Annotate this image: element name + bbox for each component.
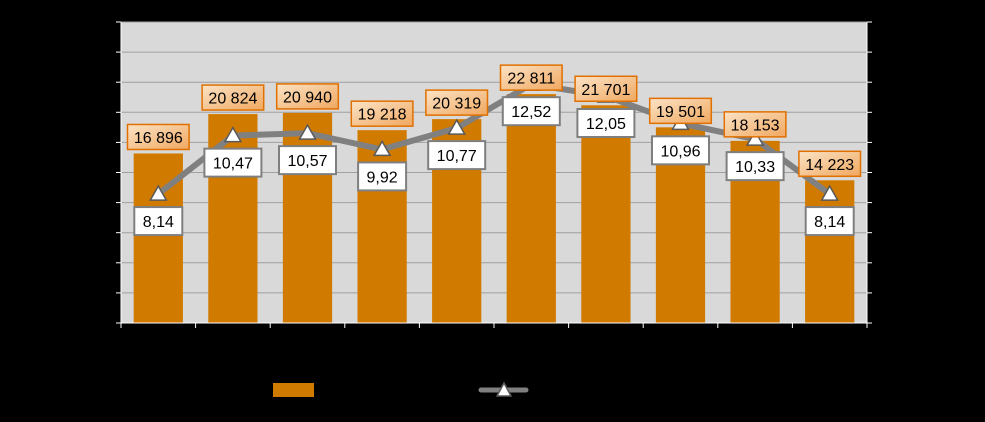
line-data-label: 12,05 <box>586 116 626 133</box>
line-marker <box>298 123 317 140</box>
line-data-label: 10,57 <box>287 153 327 170</box>
bar-label-box <box>425 89 489 116</box>
bar-label-box <box>275 83 340 110</box>
line-label-box <box>357 161 408 192</box>
line-data-label: 10,77 <box>437 148 477 165</box>
bar-data-label: 20 940 <box>283 89 332 106</box>
bar-data-label: 20 824 <box>208 91 257 108</box>
bar-label-box <box>723 111 787 138</box>
series-line <box>155 81 833 198</box>
bar-label-box <box>499 64 563 91</box>
line-label-box <box>651 135 710 166</box>
bar <box>805 180 855 323</box>
bar-label-box <box>201 84 265 111</box>
line-marker <box>745 129 765 146</box>
line-data-label: 8,14 <box>814 214 845 231</box>
bar-data-labels: 16 896 20 824 20 940 19 218 20 319 22 811 21 7… <box>126 64 862 178</box>
line-label-box <box>278 145 337 176</box>
bar-data-label: 14 223 <box>805 157 854 174</box>
legend-triangle-marker <box>495 381 513 397</box>
line-marker <box>372 139 392 157</box>
line-marker <box>820 184 839 201</box>
bar-data-label: 19 501 <box>656 104 705 121</box>
line-label-box <box>427 140 487 171</box>
line-data-label: 12,52 <box>511 104 551 121</box>
line-data-labels: 8,14 10,47 10,57 9,92 10,77 12,52 12,05 10,96 10… <box>133 96 855 237</box>
bar-data-label: 21 701 <box>581 82 630 99</box>
line-data-label: 10,33 <box>735 159 775 176</box>
bar-series <box>133 94 855 324</box>
bar-label-box <box>798 150 862 178</box>
bar-data-label: 16 896 <box>134 130 183 147</box>
bar-data-label: 20 319 <box>432 96 481 113</box>
line-label-box <box>203 147 263 178</box>
bar <box>357 130 407 323</box>
bar-data-label: 19 218 <box>358 107 407 124</box>
bar-label-box <box>350 100 414 127</box>
line-data-label: 10,47 <box>213 156 253 173</box>
line-marker <box>149 184 168 201</box>
line-label-box <box>576 107 636 138</box>
line-marker <box>223 126 243 143</box>
line-marker <box>447 118 466 135</box>
bar-label-box <box>574 75 638 103</box>
line-series <box>149 74 839 201</box>
line-data-label: 8,14 <box>143 214 174 231</box>
bar-data-label: 18 153 <box>731 117 780 134</box>
bar-label-box <box>648 97 713 125</box>
line-data-label: 9,92 <box>367 169 398 186</box>
axes <box>116 21 872 328</box>
line-label-box <box>501 96 561 127</box>
line-label-box <box>133 206 184 237</box>
legend-bar-swatch <box>273 383 314 397</box>
bar <box>282 112 333 323</box>
line-label-box <box>725 151 785 182</box>
bar-label-box <box>126 123 190 151</box>
bar <box>581 105 631 323</box>
legend <box>273 381 529 397</box>
bar <box>506 94 556 323</box>
line-label-box <box>804 206 855 237</box>
bar-data-label: 22 811 <box>507 71 555 88</box>
line-data-label: 10,96 <box>660 143 700 160</box>
